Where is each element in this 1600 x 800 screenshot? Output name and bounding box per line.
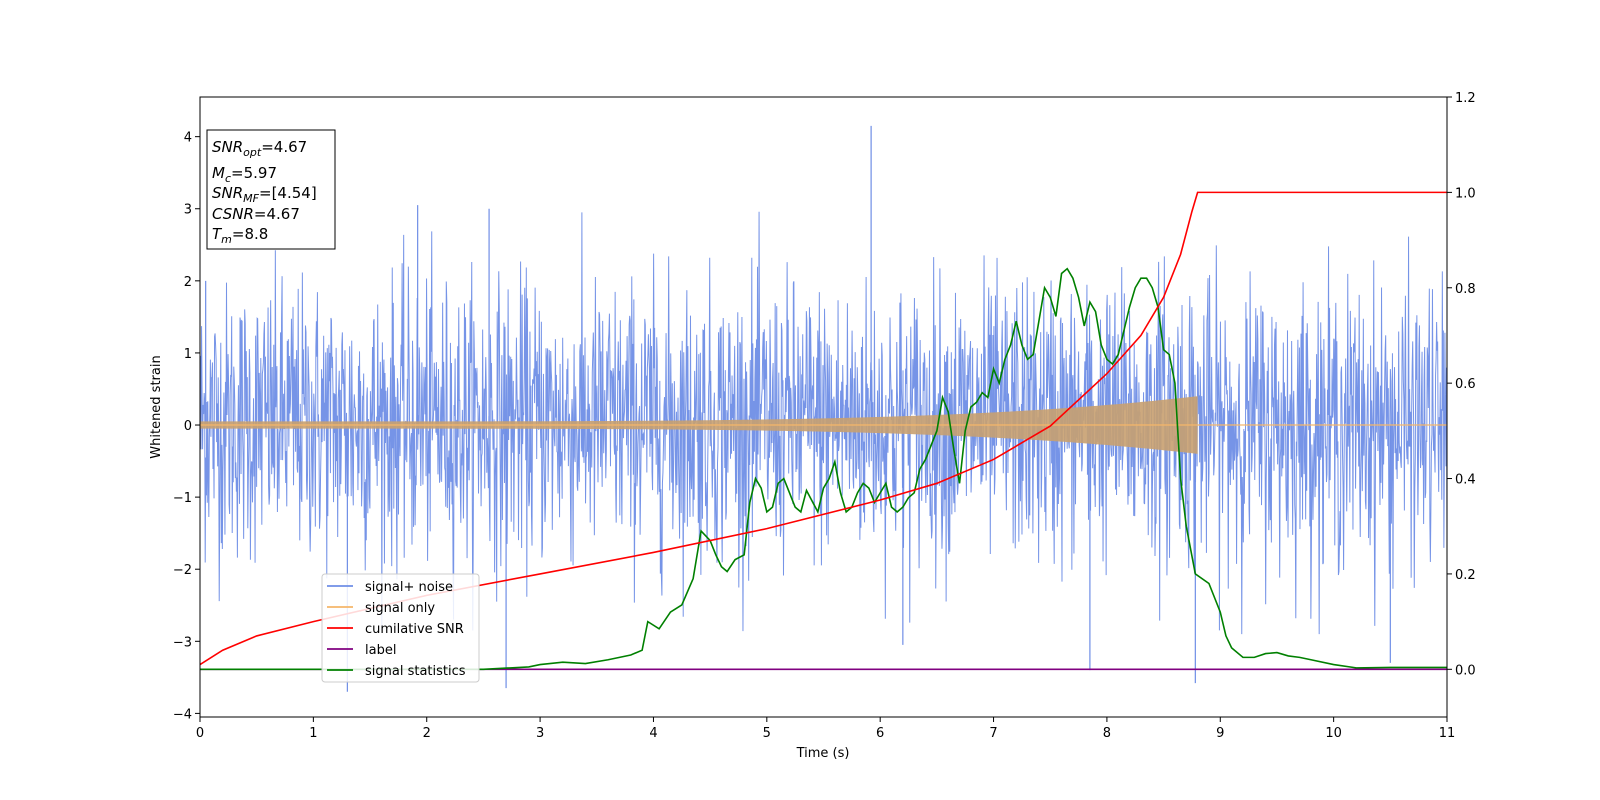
- y-tick-label: 1: [184, 347, 192, 362]
- signal-series-layer: [200, 396, 1447, 454]
- y2-tick-label: 0.8: [1455, 282, 1476, 297]
- x-tick-label: 11: [1439, 726, 1456, 741]
- x-tick-label: 10: [1325, 726, 1342, 741]
- y-tick-label: −1: [173, 491, 192, 506]
- y-axis-ticks: −4 −3 −2 −1 0 1 2 3 4: [173, 131, 200, 722]
- info-mc: Mc=5.97: [212, 164, 277, 185]
- y2-tick-label: 0.0: [1455, 663, 1476, 678]
- y2-tick-label: 1.2: [1455, 91, 1476, 106]
- legend-item-stats: signal statistics: [365, 664, 466, 679]
- x-axis-ticks: 0 1 2 3 4 5 6 7 8 9 10 11: [196, 717, 1455, 741]
- info-box: SNRopt=4.67 Mc=5.97 SNRMF=[4.54] CSNR=4.…: [206, 129, 336, 250]
- x-tick-label: 6: [876, 726, 884, 741]
- cumulative-snr-line: [200, 191, 1447, 666]
- x-tick-label: 7: [989, 726, 997, 741]
- y-tick-label: −3: [173, 635, 192, 650]
- legend-item-signal: signal only: [365, 601, 435, 616]
- y-axis-label: Whitened strain: [149, 355, 164, 458]
- legend: signal+ noise signal only cumilative SNR la…: [321, 573, 480, 683]
- y2-tick-label: 0.6: [1455, 377, 1476, 392]
- legend-item-label: label: [365, 643, 396, 658]
- y2-axis-ticks: 0.0 0.2 0.4 0.6 0.8 1.0 1.2: [1447, 91, 1476, 678]
- x-tick-label: 1: [309, 726, 317, 741]
- x-tick-label: 5: [763, 726, 771, 741]
- info-snr-mf: SNRMF=[4.54]: [212, 184, 317, 205]
- x-tick-label: 4: [649, 726, 657, 741]
- signal-statistics-line: [200, 267, 1447, 671]
- y-tick-label: 3: [184, 203, 192, 218]
- y-tick-label: 4: [184, 131, 192, 146]
- x-axis-label: Time (s): [796, 746, 850, 761]
- plot-frame: [199, 96, 1448, 718]
- y-tick-label: 2: [184, 275, 192, 290]
- y-tick-label: −2: [173, 563, 192, 578]
- legend-item-cumsnr: cumilative SNR: [365, 622, 464, 637]
- x-tick-label: 3: [536, 726, 544, 741]
- x-tick-label: 8: [1103, 726, 1111, 741]
- legend-box: [321, 573, 480, 683]
- y-tick-label: 0: [184, 419, 192, 434]
- x-tick-label: 2: [423, 726, 431, 741]
- x-tick-label: 9: [1216, 726, 1224, 741]
- y2-tick-label: 0.4: [1455, 473, 1476, 488]
- y2-tick-label: 1.0: [1455, 186, 1476, 201]
- legend-item-noise: signal+ noise: [365, 580, 453, 595]
- info-snr-opt: SNRopt=4.67: [212, 138, 307, 159]
- y2-tick-label: 0.2: [1455, 568, 1476, 583]
- info-csnr: CSNR=4.67: [212, 205, 300, 223]
- info-tm: Tm=8.8: [212, 225, 268, 246]
- x-tick-label: 0: [196, 726, 204, 741]
- y-tick-label: −4: [173, 707, 192, 722]
